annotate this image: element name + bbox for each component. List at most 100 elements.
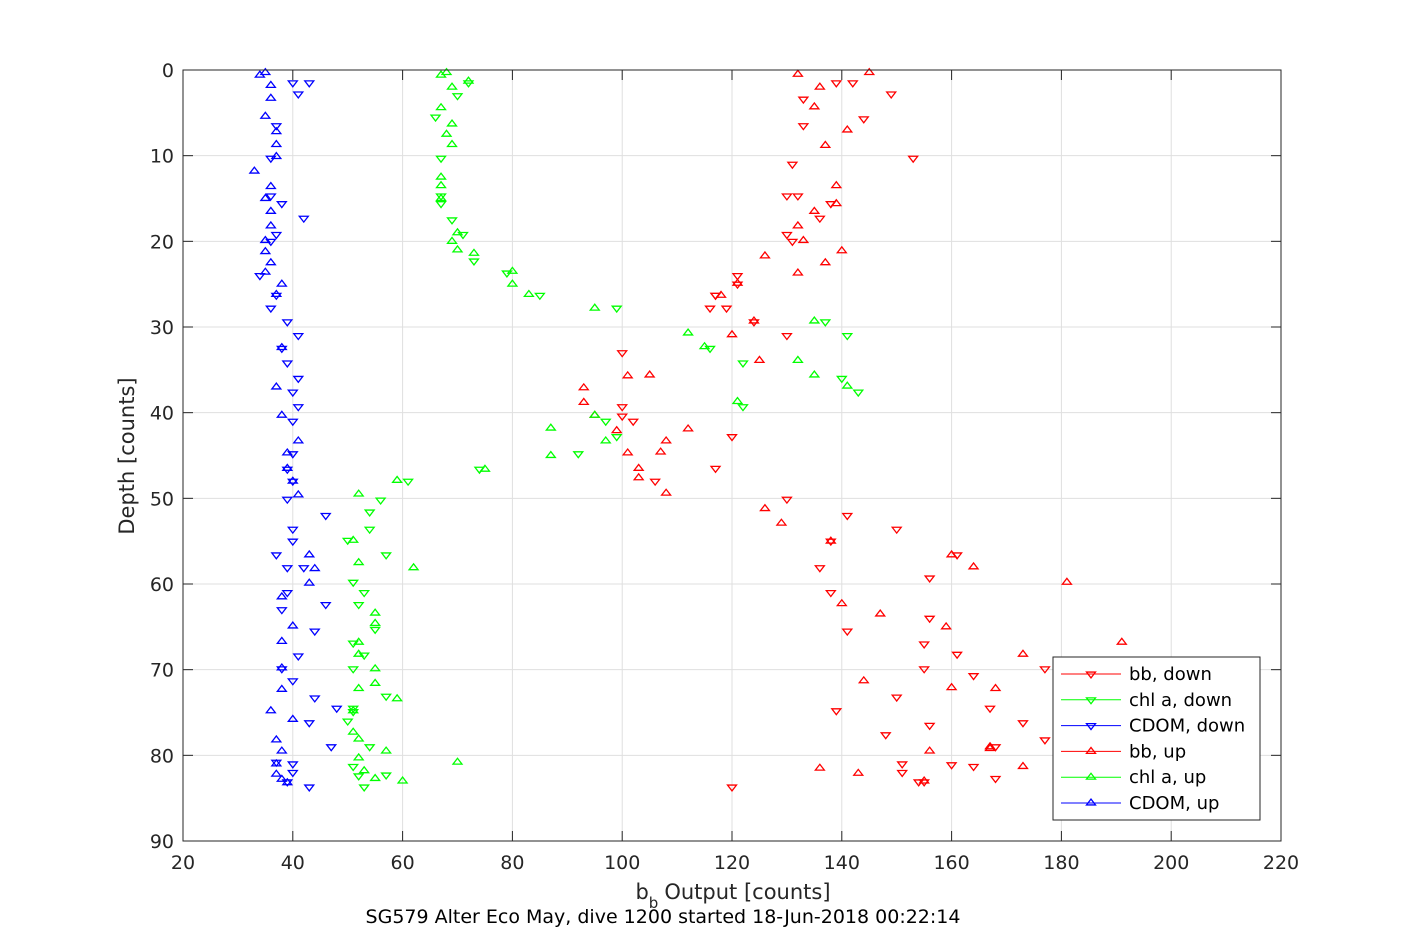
data-point <box>446 139 458 148</box>
y-tick-label: 30 <box>150 317 174 339</box>
data-point <box>918 641 930 649</box>
data-point <box>989 683 1002 692</box>
data-point <box>835 598 848 607</box>
data-point <box>863 67 876 76</box>
data-point <box>698 341 711 350</box>
data-point <box>352 637 365 645</box>
data-point <box>841 512 854 521</box>
data-point <box>352 773 365 781</box>
data-point <box>610 305 623 314</box>
data-point <box>276 774 288 782</box>
data-point <box>704 305 716 314</box>
data-point <box>654 447 667 455</box>
data-point <box>451 227 464 236</box>
data-point <box>786 161 799 170</box>
data-point <box>852 768 865 776</box>
legend: bb, down chl a, down CDOM, down bb, up chl a… <box>1052 656 1261 821</box>
data-point <box>286 389 299 398</box>
data-point <box>265 705 277 714</box>
data-point <box>446 217 458 225</box>
data-point <box>890 526 903 535</box>
data-point <box>446 82 458 90</box>
legend-marker <box>1085 722 1097 731</box>
data-point <box>391 475 403 483</box>
data-point <box>896 761 909 769</box>
data-point <box>715 290 727 298</box>
data-point <box>649 478 661 487</box>
data-point <box>808 369 821 378</box>
data-point <box>984 741 996 750</box>
legend-marker <box>1085 772 1097 780</box>
data-point <box>506 266 519 274</box>
data-point <box>610 425 623 434</box>
data-point <box>286 478 299 487</box>
data-point <box>940 621 952 630</box>
data-point <box>819 319 832 327</box>
data-point <box>797 96 810 105</box>
data-point <box>704 345 716 354</box>
data-point <box>731 278 744 286</box>
data-point <box>369 626 381 635</box>
data-point <box>632 472 645 481</box>
data-point <box>292 435 305 444</box>
data-point <box>303 784 316 793</box>
data-point <box>281 777 294 786</box>
x-tick-label: 100 <box>604 852 640 874</box>
data-point <box>347 579 360 588</box>
data-point <box>286 769 299 778</box>
data-point <box>347 763 360 772</box>
data-point <box>347 535 360 543</box>
data-point <box>885 91 898 99</box>
x-tick-labels: 20 40 60 80 100 120 140 160 180 200 220 <box>171 852 1299 874</box>
data-point <box>1039 737 1051 745</box>
data-point <box>830 180 843 189</box>
data-point <box>270 151 283 160</box>
data-point <box>451 244 464 253</box>
data-point <box>281 565 294 573</box>
data-point <box>984 705 996 714</box>
data-point <box>369 773 381 782</box>
data-point <box>616 404 629 412</box>
data-point <box>545 423 557 431</box>
data-point <box>501 270 513 279</box>
data-point <box>825 538 837 547</box>
legend-box <box>1052 656 1261 821</box>
data-point <box>325 744 338 752</box>
data-point <box>451 757 464 765</box>
data-point <box>792 69 804 77</box>
y-tick-label: 90 <box>150 831 174 853</box>
data-point <box>435 201 447 209</box>
data-point <box>358 765 370 774</box>
data-point <box>814 82 826 90</box>
data-point <box>945 549 958 558</box>
y-tick-label: 10 <box>150 146 174 168</box>
data-point <box>286 418 299 427</box>
data-point <box>923 615 936 624</box>
data-point <box>792 220 804 229</box>
data-point <box>308 563 321 572</box>
y-tick-labels: 0 10 20 30 40 50 60 70 80 90 <box>150 60 174 853</box>
data-point <box>265 206 277 214</box>
data-point <box>814 763 826 771</box>
y-tick-label: 80 <box>150 745 174 767</box>
data-point <box>841 381 854 389</box>
series-4 <box>577 67 1128 784</box>
data-point <box>907 155 919 164</box>
data-point <box>276 279 288 287</box>
data-point <box>814 565 826 573</box>
data-point <box>286 678 299 686</box>
legend-label: CDOM, up <box>1129 793 1219 814</box>
data-point <box>407 562 420 571</box>
data-point <box>347 666 360 674</box>
data-point <box>1017 649 1029 657</box>
y-axis-label: Depth [counts] <box>115 377 139 534</box>
data-point <box>276 607 288 615</box>
data-point <box>797 123 810 131</box>
data-point <box>286 476 299 484</box>
data-point <box>797 235 810 244</box>
data-point <box>286 80 299 88</box>
data-point <box>286 538 299 547</box>
data-point <box>341 718 354 727</box>
data-point <box>303 578 316 586</box>
data-point <box>951 651 963 660</box>
